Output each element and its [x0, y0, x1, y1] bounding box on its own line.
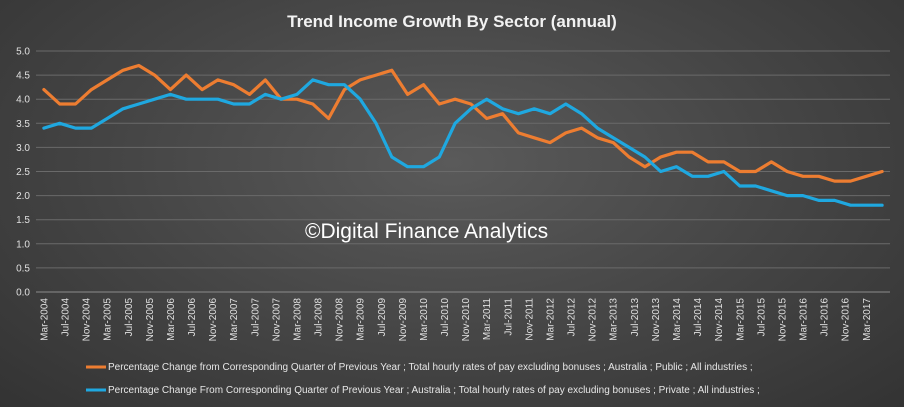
series-line-private: [42, 78, 884, 207]
x-tick-label: Nov-2005: [145, 298, 156, 342]
legend-label-private: Percentage Change From Corresponding Qua…: [108, 385, 760, 396]
y-tick-label: 2.5: [16, 167, 30, 178]
y-tick-label: 0.0: [16, 288, 30, 299]
y-tick-label: 4.5: [16, 71, 30, 82]
y-tick-label: 2.0: [16, 191, 30, 202]
y-tick-label: 4.0: [16, 95, 30, 106]
x-tick-label: Mar-2005: [103, 298, 114, 341]
x-tick-label: Jul-2008: [314, 298, 325, 337]
x-tick-label: Mar-2006: [166, 298, 177, 341]
legend-label-public: Percentage Change from Corresponding Qua…: [108, 362, 753, 373]
x-tick-label: Jul-2014: [693, 298, 704, 337]
x-tick-label: Mar-2014: [672, 298, 683, 341]
y-tick-label: 1.5: [16, 215, 30, 226]
x-tick-label: Mar-2004: [39, 298, 50, 341]
x-tick-label: Nov-2011: [524, 298, 535, 341]
series-line-public: [42, 63, 884, 183]
x-tick-label: Mar-2012: [545, 298, 556, 341]
x-tick-label: Jul-2013: [630, 298, 641, 337]
x-tick-label: Nov-2008: [335, 298, 346, 342]
y-tick-label: 0.5: [16, 263, 30, 274]
x-tick-label: Jul-2010: [440, 298, 451, 337]
x-tick-label: Mar-2016: [799, 298, 810, 341]
x-tick-label: Nov-2004: [82, 298, 93, 342]
x-tick-label: Nov-2015: [777, 298, 788, 342]
x-tick-label: Mar-2010: [419, 298, 430, 341]
x-tick-label: Jul-2012: [567, 298, 578, 337]
x-tick-label: Mar-2017: [862, 298, 873, 341]
x-tick-label: Nov-2012: [588, 298, 599, 342]
x-tick-label: Nov-2016: [841, 298, 852, 342]
x-tick-label: Mar-2013: [609, 298, 620, 341]
x-tick-label: Jul-2007: [250, 298, 261, 337]
y-tick-label: 3.5: [16, 119, 30, 130]
legend: Percentage Change from Corresponding Qua…: [86, 362, 760, 396]
x-tick-label: Nov-2006: [208, 298, 219, 342]
y-tick-label: 1.0: [16, 239, 30, 250]
x-tick-label: Jul-2005: [124, 298, 135, 337]
x-tick-label: Nov-2014: [714, 298, 725, 342]
x-tick-label: Nov-2007: [271, 298, 282, 342]
y-tick-label: 3.0: [16, 143, 30, 154]
y-tick-label: 5.0: [16, 47, 30, 58]
x-tick-label: Jul-2004: [60, 298, 71, 337]
x-tick-label: Nov-2009: [398, 298, 409, 342]
chart-title: Trend Income Growth By Sector (annual): [287, 12, 617, 31]
x-tick-label: Jul-2016: [820, 298, 831, 337]
x-tick-label: Mar-2015: [735, 298, 746, 341]
x-tick-label: Nov-2013: [651, 298, 662, 342]
x-tick-label: Jul-2011: [503, 298, 514, 336]
x-tick-label: Jul-2015: [756, 298, 767, 337]
x-tick-label: Nov-2010: [461, 298, 472, 342]
x-tick-label: Mar-2009: [356, 298, 367, 341]
x-tick-label: Mar-2007: [229, 298, 240, 341]
watermark-text: ©Digital Finance Analytics: [305, 220, 548, 243]
x-tick-label: Jul-2009: [377, 298, 388, 337]
x-tick-label: Jul-2006: [187, 298, 198, 337]
x-tick-label: Mar-2008: [292, 298, 303, 341]
x-tick-label: Mar-2011: [482, 298, 493, 340]
